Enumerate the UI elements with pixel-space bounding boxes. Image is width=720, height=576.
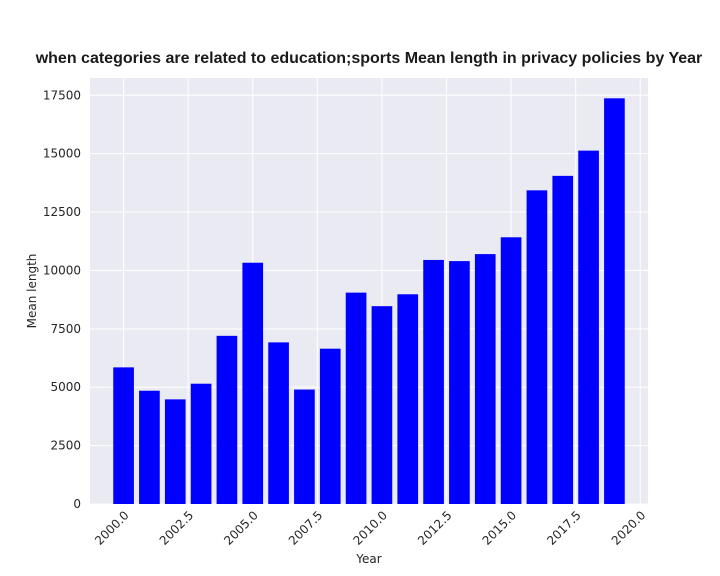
- x-tick-label: 2017.5: [544, 508, 584, 548]
- y-axis-label: Mean length: [25, 254, 39, 329]
- bar: [578, 150, 599, 504]
- bar: [345, 292, 367, 504]
- bar: [190, 383, 212, 504]
- bar: [552, 175, 574, 504]
- bar: [242, 262, 264, 504]
- bar: [604, 98, 625, 504]
- y-tick-label: 0: [73, 497, 81, 511]
- y-tick-label: 12500: [43, 205, 81, 219]
- bar: [216, 335, 238, 504]
- bar: [449, 261, 470, 504]
- x-axis-ticks: 2000.0 2002.5 2005.0 2007.5 2010.0 2012.5 2015…: [92, 508, 648, 548]
- bar: [164, 399, 186, 504]
- bar: [526, 190, 548, 505]
- x-tick-label: 2000.0: [92, 508, 132, 548]
- bars: [113, 98, 625, 505]
- x-tick-label: 2015.0: [480, 508, 520, 548]
- bar: [371, 306, 393, 504]
- y-axis-ticks: 0 2500 5000 7500 10000 12500 15000 17500: [43, 88, 81, 511]
- y-tick-label: 17500: [43, 88, 81, 102]
- bar: [500, 237, 522, 504]
- x-tick-label: 2002.5: [157, 508, 197, 548]
- bar: [139, 390, 160, 504]
- y-tick-label: 5000: [50, 380, 81, 394]
- y-tick-label: 7500: [50, 322, 81, 336]
- x-axis-label: Year: [355, 552, 381, 566]
- x-tick-label: 2005.0: [221, 508, 261, 548]
- bar: [268, 342, 289, 504]
- x-tick-label: 2007.5: [286, 508, 326, 548]
- bar: [113, 367, 134, 504]
- y-tick-label: 15000: [43, 147, 81, 161]
- bar: [423, 259, 444, 504]
- x-tick-label: 2010.0: [350, 508, 390, 548]
- y-tick-label: 2500: [50, 439, 81, 453]
- chart-title: when categories are related to education…: [35, 50, 703, 67]
- x-tick-label: 2012.5: [415, 508, 455, 548]
- bar: [319, 348, 341, 504]
- bar: [397, 294, 419, 504]
- y-tick-label: 10000: [43, 263, 81, 277]
- x-tick-label: 2020.0: [609, 508, 649, 548]
- bar: [294, 389, 315, 504]
- bar: [474, 254, 496, 504]
